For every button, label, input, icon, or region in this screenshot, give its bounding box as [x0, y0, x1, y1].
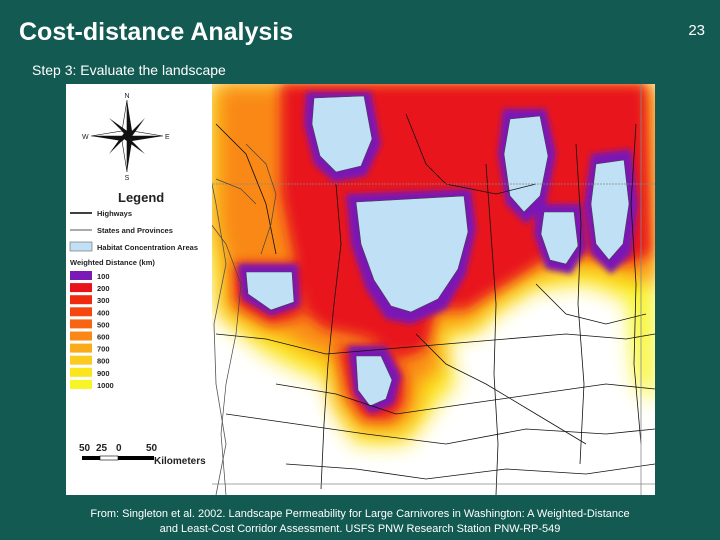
scale-unit-label: Kilometers — [154, 456, 206, 467]
legend-distance-swatch — [70, 331, 92, 341]
legend-title: Legend — [118, 190, 164, 205]
source-caption: From: Singleton et al. 2002. Landscape P… — [40, 507, 680, 537]
map-legend: N S E W Legend Highways States and Provi… — [66, 84, 212, 495]
legend-distance-swatch — [70, 319, 92, 329]
legend-distance-classes: 100 200 300 400 500 600 700 800 900 1000 — [70, 271, 114, 390]
caption-line-2: and Least-Cost Corridor Assessment. USFS… — [159, 523, 561, 535]
compass-north-label: N — [124, 93, 129, 100]
legend-distance-label: 300 — [97, 296, 110, 305]
legend-highways-label: Highways — [97, 209, 132, 218]
legend-distance-swatch — [70, 307, 92, 317]
legend-distance-label: 200 — [97, 284, 110, 293]
legend-distance-label: 600 — [97, 333, 110, 342]
legend-distance-swatch — [70, 283, 92, 293]
legend-distance-label: 700 — [97, 345, 110, 354]
slide-subtitle: Step 3: Evaluate the landscape — [32, 62, 226, 78]
legend-distance-label: 900 — [97, 369, 110, 378]
compass-west-label: W — [82, 134, 89, 141]
map-image: N S E W Legend Highways States and Provi… — [66, 84, 655, 495]
legend-distance-swatch — [70, 271, 92, 280]
legend-distance-label: 100 — [97, 272, 110, 281]
legend-distance-label: 800 — [97, 357, 110, 366]
legend-distance-title: Weighted Distance (km) — [70, 258, 155, 267]
weighted-distance-surface — [196, 84, 655, 495]
caption-line-1: From: Singleton et al. 2002. Landscape P… — [90, 508, 630, 520]
compass-south-label: S — [125, 175, 130, 182]
legend-states-label: States and Provinces — [97, 226, 173, 235]
scale-tick-2: 25 — [96, 443, 108, 454]
scale-tick-4: 50 — [146, 443, 158, 454]
legend-distance-label: 1000 — [97, 381, 114, 390]
legend-habitat-label: Habitat Concentration Areas — [97, 243, 198, 252]
scale-bar: 50 25 0 50 Kilometers — [79, 443, 206, 467]
legend-distance-label: 400 — [97, 308, 110, 317]
scale-tick-1: 50 — [79, 443, 91, 454]
legend-distance-swatch — [70, 355, 92, 365]
legend-distance-label: 500 — [97, 320, 110, 329]
slide-title: Cost-distance Analysis — [19, 18, 294, 46]
legend-habitat-swatch — [69, 241, 93, 252]
scale-tick-3: 0 — [116, 443, 122, 454]
compass-rose-icon: N S E W — [82, 93, 170, 182]
legend-distance-swatch — [70, 295, 92, 305]
compass-east-label: E — [165, 134, 170, 141]
legend-distance-swatch — [70, 367, 92, 377]
legend-distance-swatch — [70, 343, 92, 353]
slide-number: 23 — [688, 22, 705, 39]
legend-distance-swatch — [70, 379, 92, 389]
